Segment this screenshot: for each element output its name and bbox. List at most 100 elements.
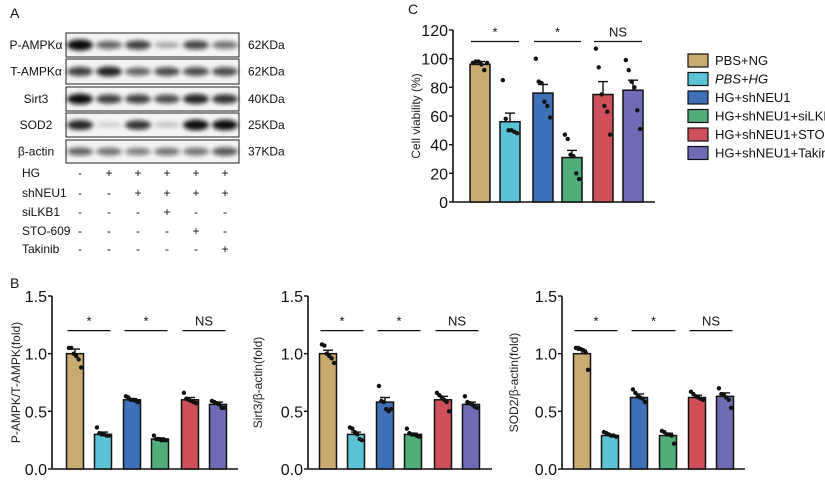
blot-band	[125, 147, 151, 156]
blot-size-label: 62KDa	[248, 65, 285, 79]
treatment-sign: +	[192, 186, 199, 200]
data-point	[626, 67, 631, 73]
blot-size-label: 62KDa	[248, 38, 285, 52]
data-point	[181, 390, 187, 396]
treatment-sign: -	[223, 224, 227, 238]
legend-item: PBS+HG	[687, 72, 768, 87]
legend-swatch	[687, 53, 709, 68]
data-point	[151, 433, 157, 438]
data-point	[474, 405, 480, 411]
treatment-row: siLKB1 - - - + - -	[22, 205, 227, 219]
data-point	[221, 405, 227, 411]
data-point	[514, 131, 520, 136]
blot-row: Sirt3 40KDa	[24, 86, 285, 112]
legend-swatch	[687, 127, 709, 142]
significance-label: *	[396, 314, 401, 329]
data-point	[669, 433, 674, 438]
bar	[375, 401, 395, 470]
bar	[629, 396, 649, 470]
significance-label: *	[143, 314, 148, 329]
data-point	[135, 399, 141, 405]
data-point	[583, 350, 588, 355]
data-point	[632, 85, 637, 90]
treatment-sign: +	[105, 166, 112, 180]
data-point	[78, 365, 84, 370]
blot-protein-label: β-actin	[18, 145, 54, 159]
treatment-sign: -	[107, 242, 111, 256]
data-point	[322, 343, 327, 348]
blot-band	[67, 120, 93, 130]
data-point	[217, 402, 222, 407]
bar	[658, 434, 678, 470]
data-point	[640, 396, 645, 401]
legend-label: HG+shNEU1+Takinib	[715, 146, 825, 161]
blot-band	[125, 40, 151, 50]
legend-item: HG+shNEU1+siLKB1	[687, 109, 825, 124]
bar	[532, 92, 554, 203]
data-point	[404, 426, 410, 431]
legend-label: HG+shNEU1	[715, 90, 791, 105]
data-point	[585, 367, 591, 373]
data-point	[388, 406, 394, 412]
bar	[318, 352, 338, 470]
treatment-sign: -	[107, 205, 111, 219]
data-point	[716, 386, 722, 391]
blot-band	[125, 94, 151, 104]
blot-band	[96, 66, 122, 77]
y-tick-label: 1.0	[281, 347, 303, 364]
y-tick-label: 1.5	[281, 289, 303, 306]
data-point	[607, 132, 613, 137]
bar-chart: 0.0 0.5 1.0 1.5 Sirt3/β-actin(fold) * * NS	[251, 289, 492, 479]
data-point	[700, 397, 706, 402]
legend-label: PBS+NG	[715, 53, 768, 68]
blot-band	[96, 122, 122, 128]
data-point	[542, 99, 547, 104]
significance-label: *	[86, 314, 91, 329]
data-point	[359, 437, 365, 443]
treatment-sign: +	[221, 166, 228, 180]
y-axis-label: Sirt3/β-actin(fold)	[251, 337, 265, 429]
significance-label: *	[651, 314, 656, 329]
treatment-label: shNEU1	[22, 186, 67, 200]
data-point	[671, 441, 677, 446]
treatment-sign: +	[163, 205, 170, 219]
blot-membrane	[65, 86, 240, 112]
bar	[150, 438, 170, 470]
y-tick-label: 0.5	[281, 404, 303, 421]
y-tick-label: 80	[430, 80, 448, 97]
blot-membrane	[65, 139, 240, 164]
data-point	[593, 46, 599, 51]
data-point	[329, 356, 334, 361]
treatment-sign: -	[78, 186, 82, 200]
data-point	[503, 116, 508, 122]
data-point	[547, 115, 553, 120]
data-point	[533, 56, 539, 61]
treatment-row: STO-609- - - - + -	[22, 224, 227, 238]
data-point	[629, 79, 634, 84]
data-point	[576, 176, 582, 182]
blot-band	[212, 67, 238, 76]
bar	[687, 396, 707, 470]
significance-label: *	[555, 24, 560, 39]
blot-row: P-AMPKα 62KDa	[10, 32, 285, 58]
treatment-row: Takinib - - - - - +	[22, 242, 229, 256]
legend-label: HG+shNEU1+STO-609	[715, 127, 825, 142]
data-point	[106, 433, 112, 438]
blot-band	[183, 67, 209, 76]
blot-protein-label: SOD2	[20, 118, 53, 132]
y-tick-label: 0.0	[281, 462, 303, 479]
treatment-sign: +	[192, 224, 199, 238]
treatment-sign: -	[78, 224, 82, 238]
legend-swatch	[687, 145, 709, 161]
data-point	[462, 394, 468, 399]
significance-label: *	[339, 314, 344, 329]
treatment-sign: -	[136, 242, 140, 256]
data-point	[381, 399, 386, 405]
blot-band	[183, 147, 209, 156]
bar	[122, 399, 142, 470]
blot-band	[212, 94, 238, 104]
treatment-label: HG	[22, 166, 40, 180]
data-point	[599, 92, 604, 97]
significance-label: *	[492, 24, 497, 39]
